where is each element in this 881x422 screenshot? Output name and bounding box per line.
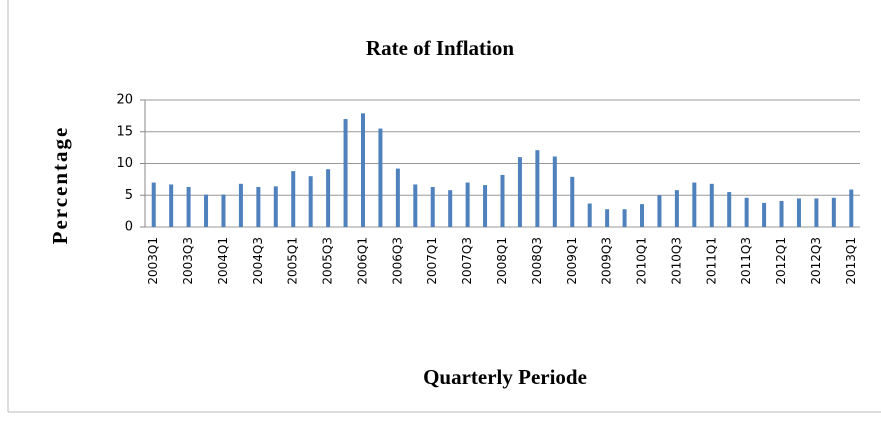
- x-tick-label: 2004Q1: [216, 237, 230, 285]
- chart-title: Rate of Inflation: [366, 36, 514, 60]
- bar: [360, 113, 365, 227]
- bar: [762, 202, 767, 227]
- bar: [308, 176, 313, 227]
- bar: [727, 192, 732, 227]
- bar: [326, 169, 331, 227]
- x-tick-label: 2008Q1: [495, 237, 509, 285]
- x-tick-label: 2005Q3: [321, 237, 335, 285]
- bar: [343, 119, 348, 227]
- bar: [378, 128, 383, 227]
- bar: [186, 186, 191, 227]
- y-tick-label: 20: [116, 93, 133, 108]
- bar: [674, 190, 679, 227]
- bar: [291, 171, 296, 227]
- bar: [256, 186, 261, 227]
- bar: [169, 184, 174, 227]
- y-tick-label: 15: [116, 124, 133, 139]
- bar: [709, 183, 714, 227]
- bar: [587, 203, 592, 227]
- x-tick-label: 2008Q3: [530, 237, 544, 285]
- bar: [465, 182, 470, 227]
- bar: [395, 168, 400, 227]
- x-tick-label: 2006Q3: [390, 237, 404, 285]
- bar: [535, 150, 540, 227]
- bar: [744, 197, 749, 227]
- x-tick-label: 2010Q3: [669, 237, 683, 285]
- x-tick-label: 2010Q1: [635, 237, 649, 285]
- bar: [779, 200, 784, 227]
- x-tick-label: 2011Q1: [704, 237, 718, 285]
- x-tick-label: 2013Q1: [844, 237, 858, 285]
- bar: [605, 209, 610, 227]
- bar: [448, 190, 453, 227]
- bar: [640, 204, 645, 227]
- x-tick-label: 2005Q1: [286, 237, 300, 285]
- y-tick-label: 5: [125, 188, 133, 203]
- bar: [552, 156, 557, 227]
- bar: [221, 194, 226, 227]
- x-tick-label: 2009Q3: [600, 237, 614, 285]
- x-tick-label: 2012Q3: [809, 237, 823, 285]
- bar: [517, 157, 522, 227]
- y-axis-label: Percentage: [48, 126, 72, 245]
- x-tick-label: 2004Q3: [251, 237, 265, 285]
- x-tick-label: 2012Q1: [774, 237, 788, 285]
- bar: [657, 195, 662, 227]
- bar: [849, 189, 854, 227]
- bar: [151, 182, 156, 227]
- bar: [570, 176, 575, 227]
- x-tick-label: 2009Q1: [565, 237, 579, 285]
- bar: [238, 183, 243, 227]
- bar: [483, 185, 488, 227]
- x-tick-label: 2011Q3: [739, 237, 753, 285]
- bar: [796, 198, 801, 227]
- bar: [500, 174, 505, 227]
- bar: [622, 209, 627, 227]
- y-tick-label: 0: [125, 220, 133, 235]
- x-tick-label: 2007Q1: [425, 237, 439, 285]
- x-tick-label: 2003Q1: [146, 237, 160, 285]
- bar: [413, 184, 418, 227]
- y-tick-label: 10: [116, 156, 133, 171]
- x-tick-label: 2003Q3: [181, 237, 195, 285]
- x-tick-label: 2007Q3: [460, 237, 474, 285]
- bar: [204, 194, 209, 227]
- x-axis-label: Quarterly Periode: [423, 365, 587, 389]
- bar: [814, 198, 819, 227]
- bar: [430, 186, 435, 227]
- bar: [831, 197, 836, 227]
- x-tick-label: 2006Q1: [355, 237, 369, 285]
- bar: [273, 186, 278, 227]
- bar: [692, 182, 697, 227]
